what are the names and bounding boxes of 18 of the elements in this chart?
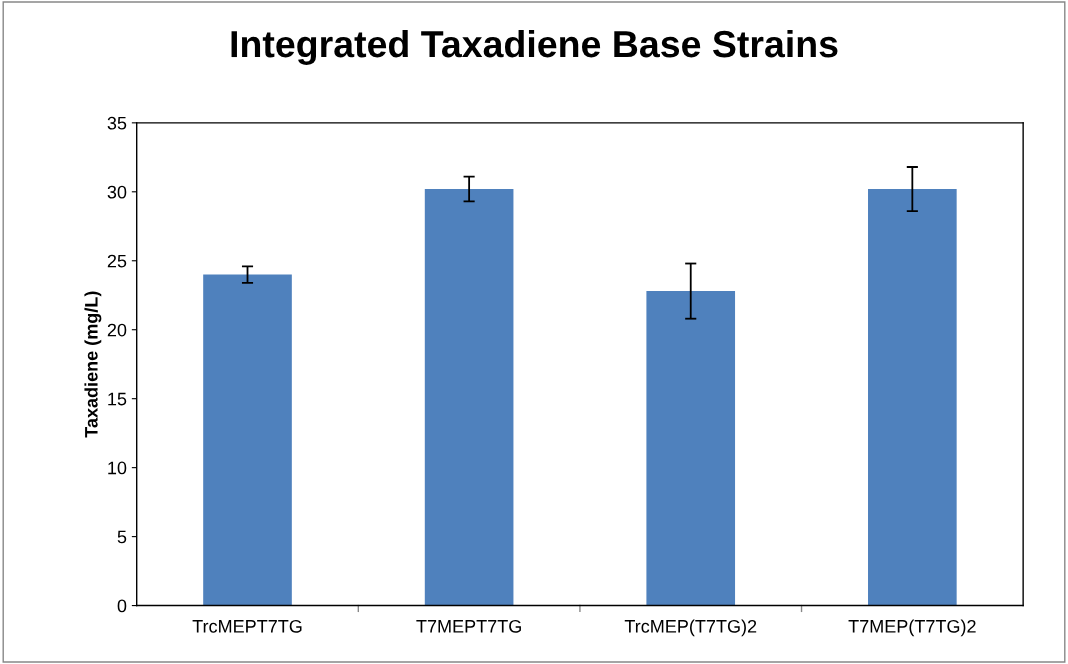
bar	[646, 291, 736, 606]
x-tick-label: T7MEPT7TG	[416, 619, 521, 633]
y-tick-label: 0	[117, 599, 127, 613]
y-tick-label: 20	[107, 323, 127, 337]
y-tick-label: 30	[107, 185, 127, 199]
bar	[203, 274, 292, 606]
bar	[868, 189, 957, 606]
x-tick-label: TrcMEPT7TG	[192, 619, 302, 633]
y-tick-label: 35	[107, 116, 127, 130]
x-tick-label: T7MEP(T7TG)2	[848, 619, 976, 637]
y-tick-label: 15	[108, 392, 127, 406]
chart-title: Integrated Taxadiene Base Strains	[231, 29, 838, 65]
x-tick-label: TrcMEP(T7TG)2	[624, 619, 757, 637]
y-tick-label: 5	[117, 530, 127, 544]
y-axis-title: Taxadiene (mg/L)	[84, 291, 102, 438]
y-tick-label: 10	[108, 461, 127, 475]
bar	[424, 189, 514, 606]
y-tick-label: 25	[107, 254, 127, 268]
